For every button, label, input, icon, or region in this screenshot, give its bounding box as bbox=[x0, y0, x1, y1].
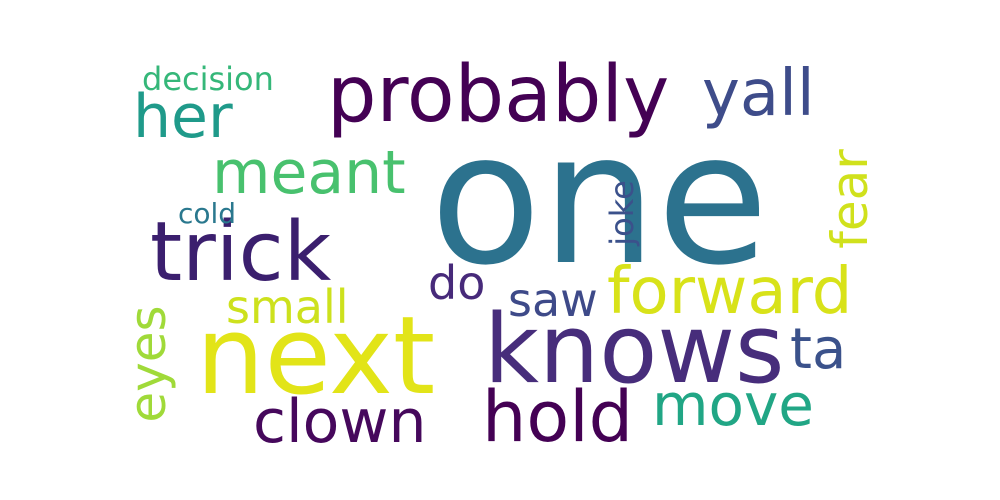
word-trick: trick bbox=[150, 205, 332, 300]
word-yall: yall bbox=[702, 57, 815, 131]
word-probably: probably bbox=[327, 50, 670, 140]
word-fear: fear bbox=[821, 149, 879, 249]
word-next: next bbox=[196, 294, 436, 419]
word-joke: joke bbox=[603, 180, 641, 246]
word-small: small bbox=[226, 280, 349, 334]
word-ta: ta bbox=[790, 317, 847, 382]
word-one: one bbox=[430, 93, 769, 305]
word-forward: forward bbox=[607, 255, 853, 329]
word-knows: knows bbox=[484, 295, 785, 405]
word-clown: clown bbox=[253, 387, 427, 457]
word-her: her bbox=[133, 82, 233, 152]
word-eyes: eyes bbox=[119, 305, 177, 423]
word-do: do bbox=[428, 256, 486, 310]
word-cold: cold bbox=[178, 197, 237, 230]
word-saw: saw bbox=[508, 273, 598, 327]
word-decision: decision bbox=[142, 60, 274, 98]
word-move: move bbox=[652, 371, 814, 439]
word-hold: hold bbox=[482, 376, 634, 458]
word-meant: meant bbox=[212, 138, 406, 208]
